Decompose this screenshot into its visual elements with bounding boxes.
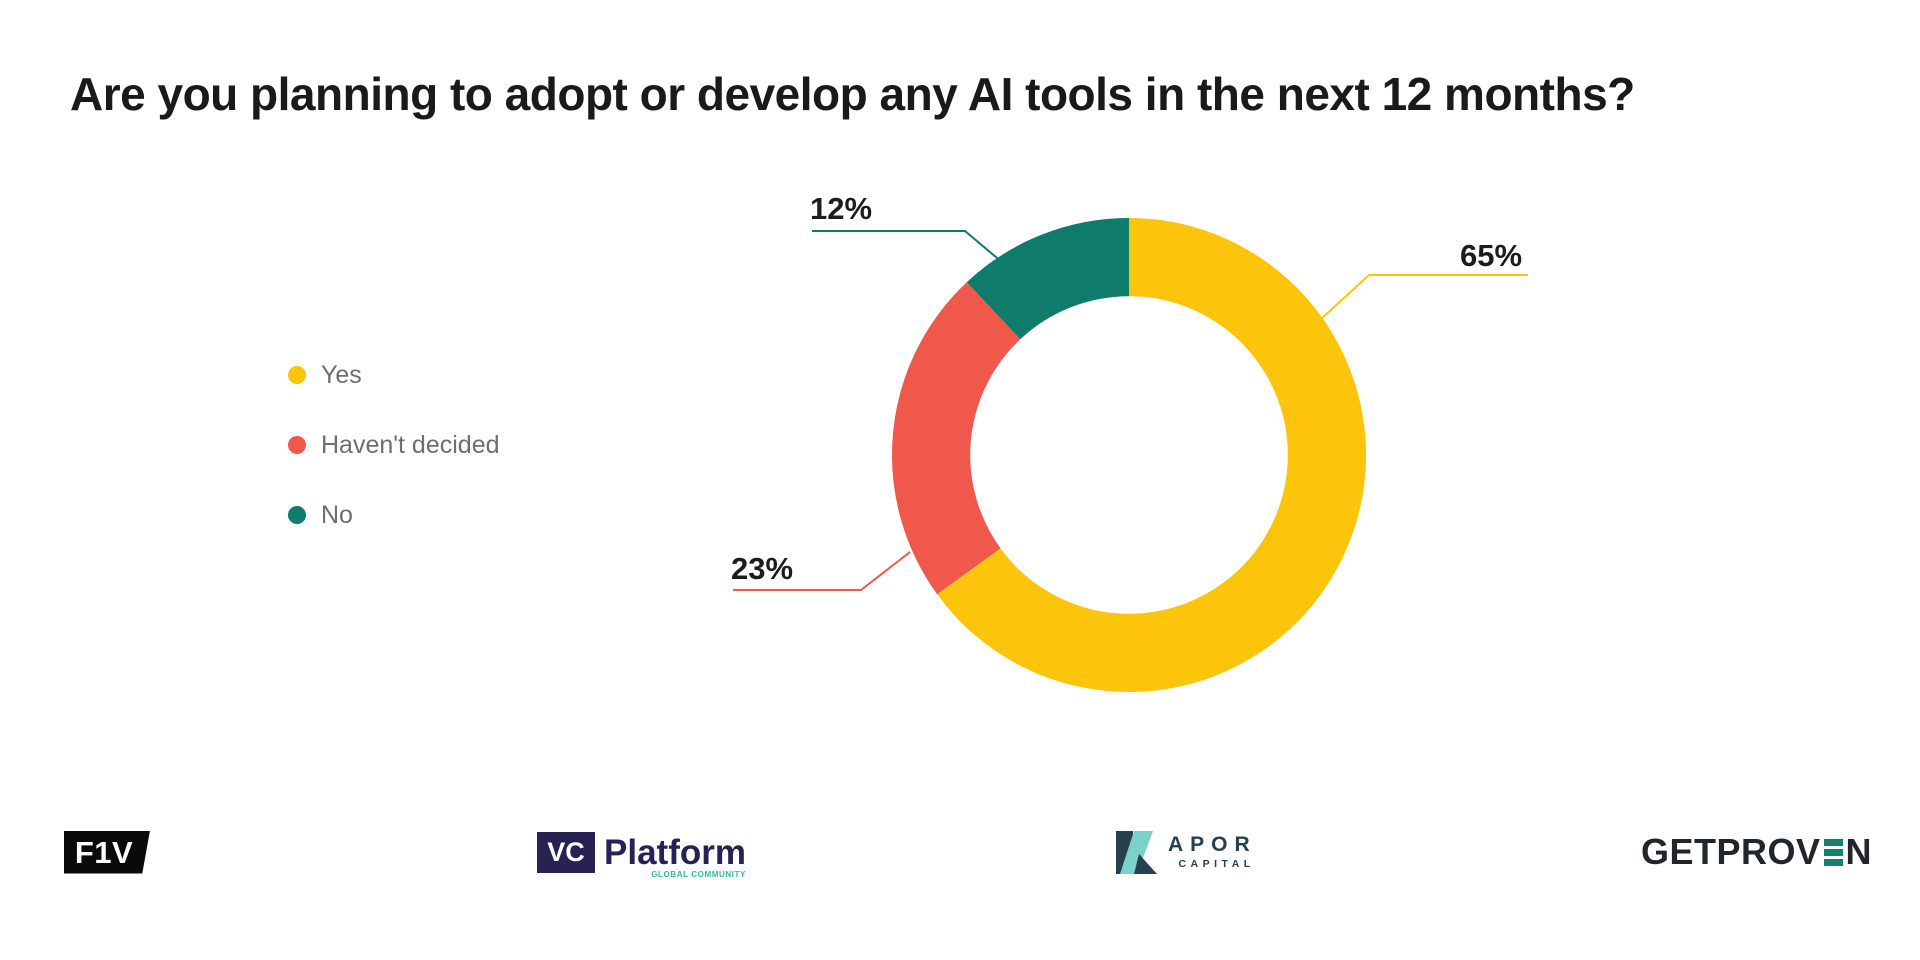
donut-segments xyxy=(892,218,1366,692)
leader-line-havent-decided xyxy=(733,551,911,591)
data-label-havent-decided: 23% xyxy=(731,551,794,586)
logo-getproven: GETPROV N xyxy=(1641,827,1872,877)
donut-segment-yes xyxy=(937,218,1366,692)
donut-segment-no xyxy=(966,218,1130,340)
logo-f1v: F1V xyxy=(64,827,150,877)
legend-item-no: No xyxy=(288,502,500,528)
legend-dot-havent-decided xyxy=(288,436,306,454)
vc-platform-wordmark: Platform xyxy=(604,832,746,872)
logo-kapor-capital: APOR CAPITAL xyxy=(1112,827,1257,877)
f1v-logo-box: F1V xyxy=(64,830,150,874)
legend-label-no: No xyxy=(321,500,353,529)
legend-label-yes: Yes xyxy=(321,360,362,389)
kapor-wordmark: APOR xyxy=(1168,833,1257,857)
leader-line-yes xyxy=(1320,274,1528,320)
donut-segment-haven-t-decided xyxy=(892,282,1021,595)
kapor-capital-text: CAPITAL xyxy=(1178,858,1255,871)
chart-legend: Yes Haven't decided No xyxy=(288,362,500,528)
page-title: Are you planning to adopt or develop any… xyxy=(70,68,1635,120)
data-label-yes: 65% xyxy=(1460,238,1523,273)
legend-item-yes: Yes xyxy=(288,362,500,388)
kapor-k-mark-icon xyxy=(1116,830,1157,874)
getproven-e-bars-icon xyxy=(1823,838,1843,866)
getproven-wordmark-suffix: N xyxy=(1845,831,1873,872)
legend-item-havent-decided: Haven't decided xyxy=(288,432,500,458)
legend-dot-no xyxy=(288,506,306,524)
f1v-logo-text: F1V xyxy=(74,834,134,870)
legend-label-havent-decided: Haven't decided xyxy=(321,430,500,459)
vc-platform-tagline: GLOBAL COMMUNITY xyxy=(651,869,746,879)
legend-dot-yes xyxy=(288,366,306,384)
data-label-no: 12% xyxy=(810,191,873,226)
vc-platform-badge: VC xyxy=(537,831,595,873)
leader-line-no xyxy=(812,230,1004,264)
logo-vc-platform: VC Platform GLOBAL COMMUNITY xyxy=(537,827,746,879)
getproven-wordmark-prefix: GETPROV xyxy=(1641,831,1821,872)
